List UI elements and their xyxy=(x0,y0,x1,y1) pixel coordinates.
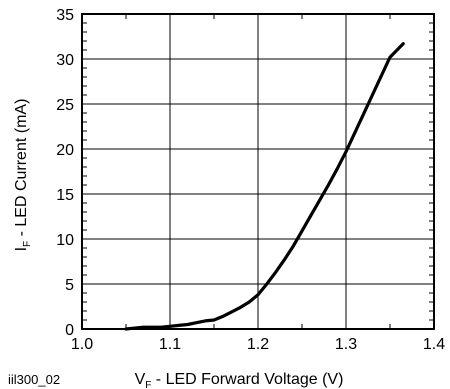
y-tick-label: 20 xyxy=(56,142,74,159)
y-axis-label-main: I xyxy=(13,247,30,251)
x-tick-label: 1.2 xyxy=(247,336,269,353)
x-axis-label: VF - LED Forward Voltage (V) xyxy=(135,371,344,389)
x-axis-label-sub: F xyxy=(145,380,151,389)
figure-code: iil300_02 xyxy=(8,372,60,387)
y-tick-labels: 0 5 10 15 20 25 30 35 xyxy=(56,7,74,339)
x-tick-label: 1.4 xyxy=(423,336,445,353)
x-tick-label: 1.3 xyxy=(335,336,357,353)
y-tick-label: 0 xyxy=(65,322,74,339)
y-tick-label: 25 xyxy=(56,97,74,114)
led-current-curve xyxy=(124,42,405,331)
x-axis-label-rest: - LED Forward Voltage (V) xyxy=(151,371,343,388)
y-tick-label: 10 xyxy=(56,232,74,249)
x-tick-labels: 1.0 1.1 1.2 1.3 1.4 xyxy=(71,336,445,353)
x-tick-label: 1.0 xyxy=(71,336,93,353)
y-axis-label: IF - LED Current (mA) xyxy=(13,99,33,252)
grid-lines xyxy=(82,14,434,329)
y-axis-label-sub: F xyxy=(22,241,33,247)
y-tick-label: 30 xyxy=(56,52,74,69)
y-axis-label-rest: - LED Current (mA) xyxy=(13,99,30,241)
y-tick-label: 15 xyxy=(56,187,74,204)
y-tick-label: 35 xyxy=(56,7,74,24)
x-tick-label: 1.1 xyxy=(159,336,181,353)
y-tick-label: 5 xyxy=(65,277,74,294)
plot-frame xyxy=(81,13,435,330)
x-axis-label-main: V xyxy=(135,371,146,388)
